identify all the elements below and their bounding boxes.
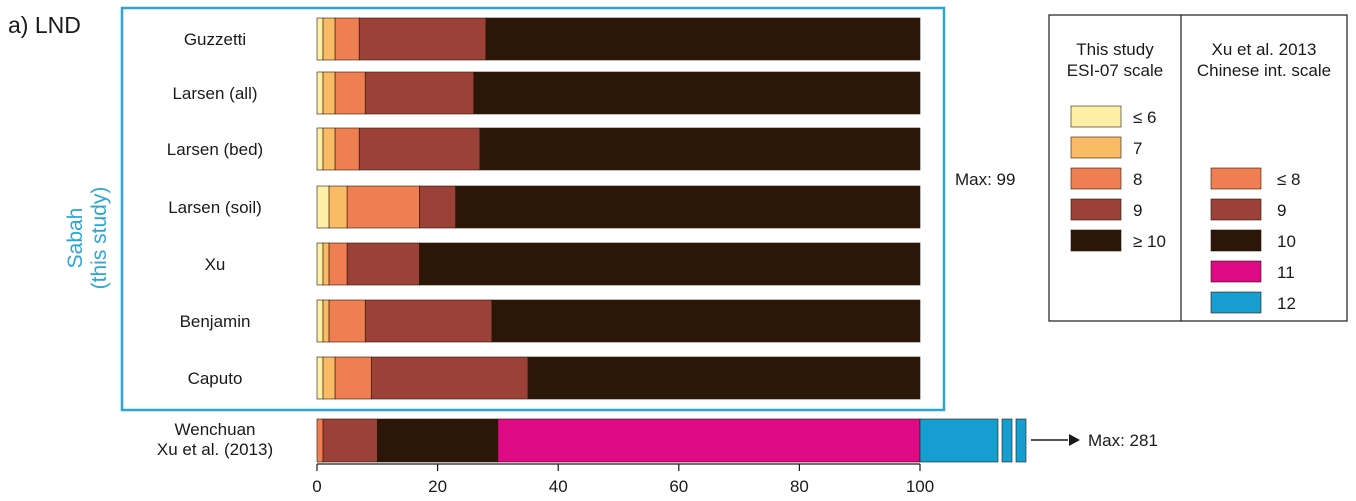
bar-segment <box>322 127 336 171</box>
bar-segment <box>322 299 330 343</box>
legend-item-label: ≤ 6 <box>1133 108 1157 127</box>
category-label: Benjamin <box>180 312 251 331</box>
x-axis: 0 20 40 60 80 100 <box>312 463 934 496</box>
legend-swatch <box>1070 136 1122 159</box>
wenchuan-segment <box>497 418 921 463</box>
x-tick-label: 0 <box>312 477 321 496</box>
legend-swatch <box>1210 229 1262 252</box>
bar-segment <box>334 356 372 400</box>
bar-segment <box>491 299 921 343</box>
legend-right-title: Chinese int. scale <box>1197 61 1331 80</box>
bar-segment <box>322 356 336 400</box>
bar-segment <box>322 71 336 115</box>
bar-segment <box>322 17 336 61</box>
arrow-head-icon <box>1069 434 1080 446</box>
bar-segment <box>316 185 330 229</box>
bar-segment <box>455 185 921 229</box>
bar-segment <box>346 242 420 286</box>
wenchuan-segment <box>376 418 499 463</box>
sabah-label: Sabah(this study) <box>64 187 111 290</box>
bars: Guzzetti Larsen (all) Larsen (bed) Larsen (… <box>157 17 1158 463</box>
bar-segment <box>358 17 487 61</box>
bar-segment <box>328 242 348 286</box>
bar-segment <box>485 17 921 61</box>
legend-right-title: Xu et al. 2013 <box>1212 40 1317 59</box>
max-annotation: Max: 99 <box>955 170 1015 189</box>
legend-item-label: ≥ 10 <box>1133 232 1166 251</box>
bar-segment <box>316 71 324 115</box>
wenchuan-max-annotation: Max: 281 <box>1088 431 1158 450</box>
bar-segment <box>316 127 324 171</box>
bar-segment <box>419 185 456 229</box>
bar-segment <box>370 356 529 400</box>
category-label: Larsen (all) <box>172 84 257 103</box>
wenchuan-segment <box>316 418 324 463</box>
bar-segment <box>364 299 493 343</box>
bar-segment <box>364 71 475 115</box>
legend: This study ESI-07 scale Xu et al. 2013 Chin… <box>1048 14 1348 322</box>
legend-swatch <box>1210 198 1262 221</box>
legend-item-label: 12 <box>1277 294 1296 313</box>
legend-item-label: ≤ 8 <box>1277 170 1301 189</box>
bar-segment <box>419 242 921 286</box>
bar-segment <box>334 127 360 171</box>
category-label: Larsen (bed) <box>167 140 263 159</box>
bar-segment <box>316 242 324 286</box>
category-label: Larsen (soil) <box>168 198 262 217</box>
x-tick-label: 60 <box>669 477 688 496</box>
bar-segment <box>334 71 366 115</box>
category-label: Xu <box>205 255 226 274</box>
legend-swatch <box>1210 167 1262 190</box>
legend-item-label: 8 <box>1133 170 1142 189</box>
legend-item-label: 10 <box>1277 232 1296 251</box>
legend-swatch <box>1210 260 1262 283</box>
x-tick-label: 80 <box>790 477 809 496</box>
legend-left-title: This study <box>1076 40 1154 59</box>
legend-item-label: 11 <box>1277 263 1295 282</box>
legend-swatch <box>1070 229 1122 252</box>
legend-swatch <box>1070 198 1122 221</box>
wenchuan-label: Xu et al. (2013) <box>157 440 273 459</box>
bar-segment <box>358 127 481 171</box>
bar-segment <box>346 185 420 229</box>
bar-segment <box>316 299 324 343</box>
legend-swatch <box>1070 167 1122 190</box>
legend-swatch <box>1210 291 1262 314</box>
bar-segment <box>479 127 921 171</box>
legend-item-label: 9 <box>1133 201 1142 220</box>
wenchuan-segment <box>919 418 999 463</box>
bar-segment <box>316 356 324 400</box>
bar-segment <box>328 299 366 343</box>
bar-segment <box>322 242 330 286</box>
bar-segment <box>473 71 921 115</box>
group-label: Sabah(this study) <box>64 187 111 290</box>
sabah-frame <box>120 6 946 412</box>
legend-item-label: 7 <box>1133 139 1142 158</box>
x-tick-label: 100 <box>906 477 934 496</box>
bar-segment <box>527 356 921 400</box>
x-tick-label: 20 <box>428 477 447 496</box>
legend-left-title: ESI-07 scale <box>1067 61 1163 80</box>
category-label: Guzzetti <box>184 30 246 49</box>
wenchuan-segment <box>322 418 378 463</box>
bar-segment <box>334 17 360 61</box>
x-tick-label: 40 <box>549 477 568 496</box>
legend-item-label: 9 <box>1277 201 1286 220</box>
bar-segment <box>328 185 348 229</box>
legend-swatch <box>1070 105 1122 128</box>
wenchuan-break-segment <box>1015 418 1027 463</box>
panel-label: a) LND <box>8 12 81 38</box>
category-label: Caputo <box>188 369 243 388</box>
bar-segment <box>316 17 324 61</box>
wenchuan-label: Wenchuan <box>175 420 256 439</box>
wenchuan-break-segment <box>1001 418 1013 463</box>
